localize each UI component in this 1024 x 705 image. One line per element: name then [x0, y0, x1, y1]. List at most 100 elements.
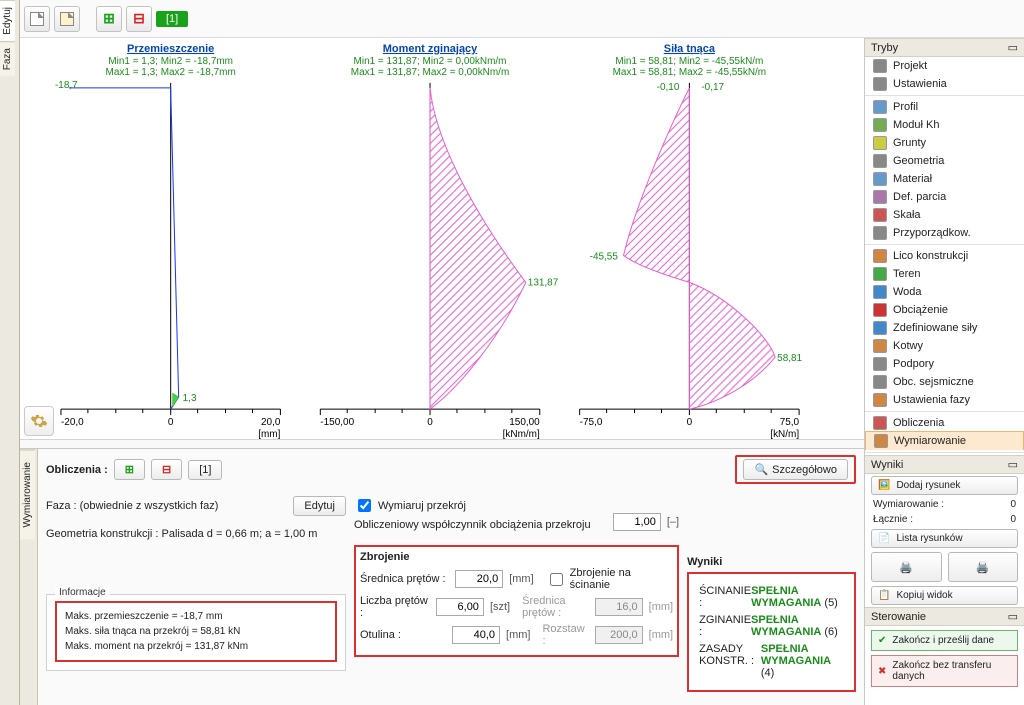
bottom-panel: Wymiarowanie Obliczenia : ⊞ ⊟ [1] 🔍 Szcz…: [20, 448, 864, 705]
mode-icon: [873, 226, 887, 240]
mode-item-profil[interactable]: Profil: [865, 98, 1024, 116]
shear-diam-label: Średnica prętów :: [522, 595, 589, 619]
bar-count-input[interactable]: [436, 598, 484, 616]
bar-diam-input[interactable]: [455, 570, 503, 588]
res-constr-n: (4): [761, 667, 774, 679]
plus-drawing-icon: 🖼️: [878, 480, 890, 491]
mode-item-lico-konstrukcji[interactable]: Lico konstrukcji: [865, 247, 1024, 265]
mode-label: Profil: [893, 101, 918, 113]
vtab-dimensioning[interactable]: Wymiarowanie: [20, 449, 35, 539]
mode-item-modu-kh[interactable]: Moduł Kh: [865, 116, 1024, 134]
info-legend: Informacje: [55, 587, 110, 598]
moment-max: Max1 = 131,87; Max2 = 0,00kNm/m: [351, 67, 509, 78]
chart-area: Przemieszczenie Min1 = 1,3; Min2 = -18,7…: [20, 38, 864, 440]
mode-item-woda[interactable]: Woda: [865, 283, 1024, 301]
moment-xright: 150,00: [509, 417, 540, 428]
coef-unit: [–]: [667, 516, 679, 528]
mode-icon: [873, 393, 887, 407]
vtab-phase[interactable]: Faza: [0, 41, 15, 76]
details-button[interactable]: 🔍 Szczegółowo: [743, 459, 848, 480]
paste-icon[interactable]: [54, 6, 80, 32]
disp-min: Min1 = 1,3; Min2 = -18,7mm: [108, 56, 233, 67]
collapse-icon-2[interactable]: ▭: [1008, 458, 1018, 471]
mode-icon: [873, 375, 887, 389]
info-box: Maks. przemieszczenie = -18,7 mm Maks. s…: [55, 601, 337, 662]
cover-input[interactable]: [452, 626, 500, 644]
copy-view-button[interactable]: 📋Kopiuj widok: [871, 586, 1018, 605]
mode-icon: [873, 321, 887, 335]
copy-icon[interactable]: [24, 6, 50, 32]
res-constr-ok: SPEŁNIA WYMAGANIA: [761, 643, 831, 667]
modes-title: Tryby▭: [865, 38, 1024, 57]
collapse-icon-3[interactable]: ▭: [1008, 610, 1018, 623]
shear-neg-val: -45,55: [590, 251, 619, 262]
magnifier-icon: 🔍: [754, 463, 768, 476]
mode-item-kotwy[interactable]: Kotwy: [865, 337, 1024, 355]
mode-item-projekt[interactable]: Projekt: [865, 57, 1024, 75]
shear-rebar-checkbox[interactable]: [550, 573, 563, 586]
chart-settings-button[interactable]: [24, 406, 54, 436]
mode-item-geometria[interactable]: Geometria: [865, 152, 1024, 170]
print-button-1[interactable]: 🖨️: [871, 552, 942, 582]
res-bend-ok: SPEŁNIA WYMAGANIA: [751, 614, 821, 638]
cross-icon: ✖: [878, 666, 886, 677]
dim-count-label: Wymiarowanie :: [873, 499, 944, 510]
shear-xleft: -75,0: [580, 417, 603, 428]
moment-min: Min1 = 131,87; Min2 = 0,00kNm/m: [354, 56, 507, 67]
mode-item-def-parcia[interactable]: Def. parcia: [865, 188, 1024, 206]
control-title: Sterowanie▭: [865, 607, 1024, 626]
phase-add-button[interactable]: ⊞: [96, 6, 122, 32]
chart-title-moment: Moment zginający: [383, 43, 478, 55]
spacing-label: Rozstaw :: [542, 623, 588, 647]
phase-remove-button[interactable]: ⊟: [126, 6, 152, 32]
mode-icon: [873, 285, 887, 299]
mode-item-podpory[interactable]: Podpory: [865, 355, 1024, 373]
mode-item-ustawienia-fazy[interactable]: Ustawienia fazy: [865, 391, 1024, 409]
shear-diam-input: [595, 598, 643, 616]
mode-icon: [873, 208, 887, 222]
mode-item-ska-a[interactable]: Skała: [865, 206, 1024, 224]
edit-phase-button[interactable]: Edytuj: [293, 496, 346, 516]
vtab-edit[interactable]: Edytuj: [0, 0, 15, 41]
mode-icon: [873, 136, 887, 150]
mode-label: Obliczenia: [893, 417, 944, 429]
mode-item-grunty[interactable]: Grunty: [865, 134, 1024, 152]
mode-label: Przyporządkow.: [893, 227, 971, 239]
drawing-list-button[interactable]: 📄Lista rysunków: [871, 529, 1018, 548]
add-drawing-button[interactable]: 🖼️Dodaj rysunek: [871, 476, 1018, 495]
calc-phase-tag[interactable]: [1]: [188, 460, 222, 480]
calc-add-button[interactable]: ⊞: [114, 459, 145, 480]
geometry-text: Geometria konstrukcji : Palisada d = 0,6…: [46, 528, 346, 540]
finish-send-button[interactable]: ✔Zakończ i prześlij dane: [871, 630, 1018, 651]
mode-icon: [873, 118, 887, 132]
coef-input[interactable]: [613, 513, 661, 531]
collapse-icon[interactable]: ▭: [1008, 41, 1018, 54]
info-line-2: Maks. siła tnąca na przekrój = 58,81 kN: [65, 624, 327, 639]
mode-item-ustawienia[interactable]: Ustawienia: [865, 75, 1024, 93]
axis-zero-2: 0: [427, 417, 433, 428]
phase-current-tag[interactable]: [1]: [156, 11, 188, 27]
mode-label: Wymiarowanie: [894, 435, 966, 447]
mode-label: Teren: [893, 268, 921, 280]
dim-section-label: Wymiaruj przekrój: [378, 500, 466, 512]
gear-icon: [30, 412, 48, 430]
mode-item-obliczenia[interactable]: Obliczenia: [865, 414, 1024, 432]
results-box: ŚCINANIE :SPEŁNIA WYMAGANIA (5) ZGINANIE…: [687, 572, 856, 692]
mode-item-obc-sejsmiczne[interactable]: Obc. sejsmiczne: [865, 373, 1024, 391]
axis-zero-1: 0: [168, 417, 174, 428]
dim-section-checkbox[interactable]: [358, 499, 371, 512]
mode-item-zdefiniowane-si-y[interactable]: Zdefiniowane siły: [865, 319, 1024, 337]
mode-item-obci-enie[interactable]: Obciążenie: [865, 301, 1024, 319]
calc-remove-button[interactable]: ⊟: [151, 459, 182, 480]
disp-bottom-val: 1,3: [183, 393, 197, 404]
print-button-2[interactable]: 🖨️: [948, 552, 1019, 582]
mode-item-wymiarowanie[interactable]: Wymiarowanie: [865, 431, 1024, 450]
mode-item-przyporz-dkow-[interactable]: Przyporządkow.: [865, 224, 1024, 242]
mode-item-materia-[interactable]: Materiał: [865, 170, 1024, 188]
shear-rebar-label: Zbrojenie na ścinanie: [570, 567, 673, 591]
finish-no-transfer-button[interactable]: ✖Zakończ bez transferu danych: [871, 655, 1018, 687]
mode-label: Obciążenie: [893, 304, 948, 316]
mode-item-teren[interactable]: Teren: [865, 265, 1024, 283]
shear-max: Max1 = 58,81; Max2 = -45,55kN/m: [613, 67, 766, 78]
mode-label: Obc. sejsmiczne: [893, 376, 974, 388]
